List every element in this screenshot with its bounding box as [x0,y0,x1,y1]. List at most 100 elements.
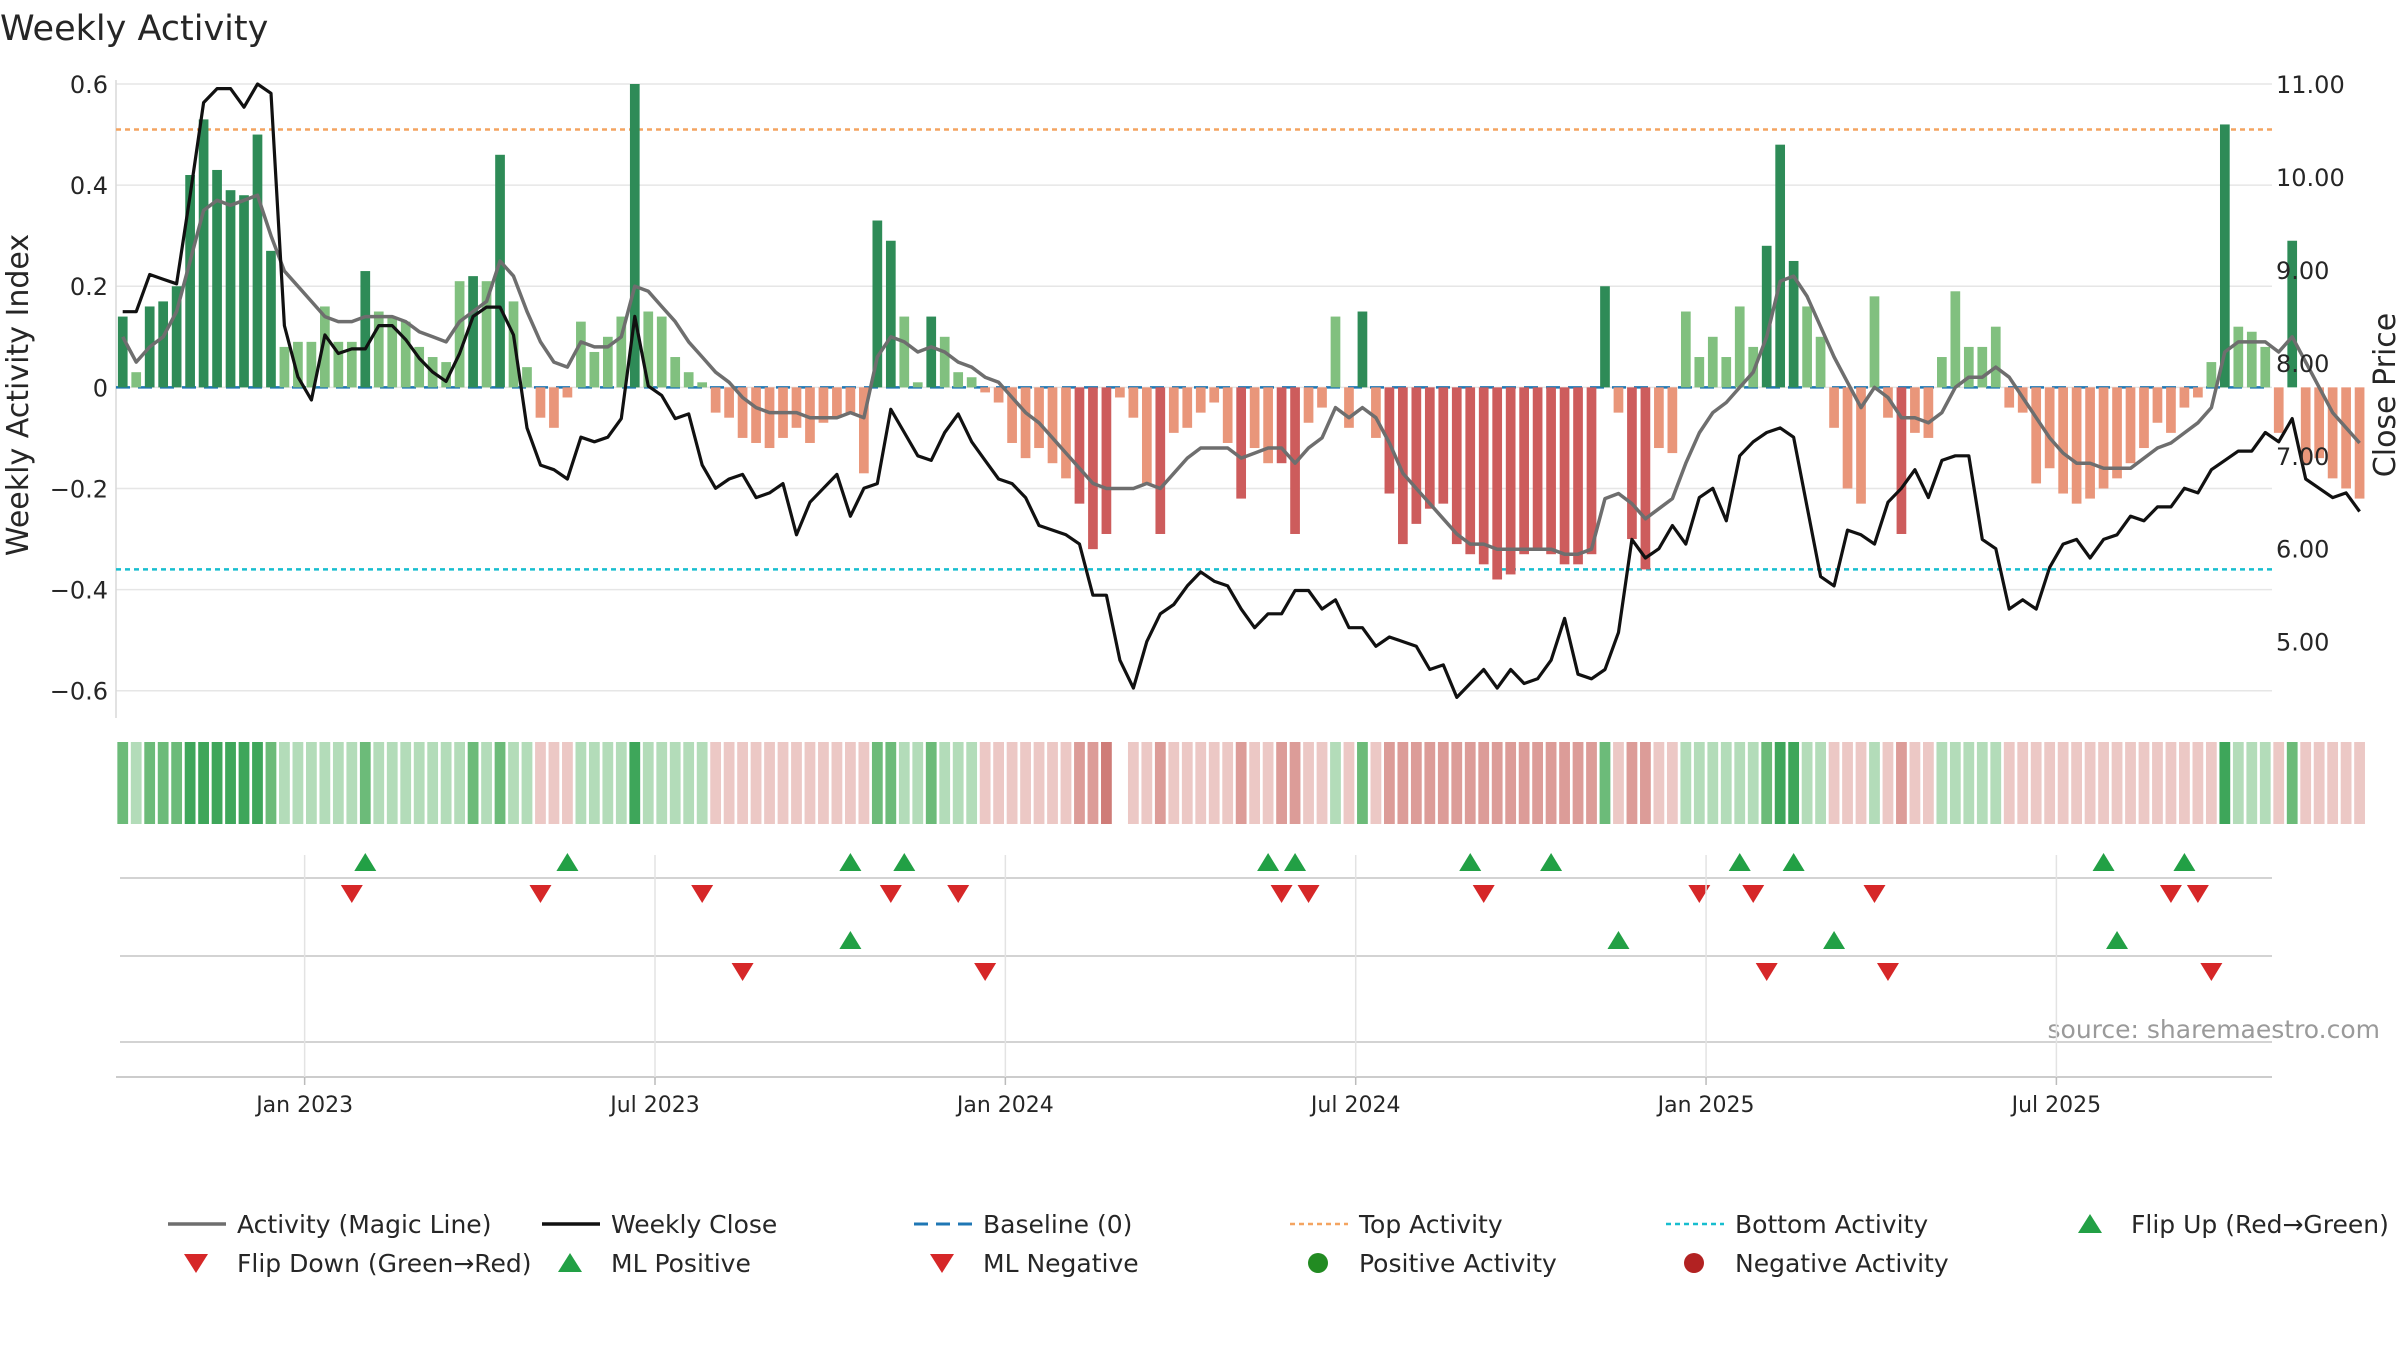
x-tick-label: Jan 2025 [1656,1093,1755,1118]
legend-label: Flip Up (Red→Green) [2131,1210,2389,1239]
legend-swatch [2078,1214,2102,1233]
activity-bar [697,382,708,388]
activity-bar [306,341,317,388]
activity-bar [1141,387,1152,484]
activity-bar [1923,387,1934,438]
activity-bar [1761,245,1772,388]
activity-bar [818,387,829,423]
strip-cell [1330,742,1341,824]
activity-bar [481,281,492,388]
legend-label: Negative Activity [1735,1249,1949,1278]
strip-cell [279,742,290,824]
activity-bar [2058,387,2068,494]
activity-bar [1209,387,1220,403]
activity-bar [1788,260,1799,388]
strip-cell [710,742,722,824]
strip-cell [1033,742,1045,824]
legend-label: Activity (Magic Line) [237,1210,491,1239]
flip-up-marker [1284,853,1307,871]
legend: Activity (Magic Line) Weekly Close Baselin… [168,1210,2389,1278]
activity-bar [212,169,222,388]
activity-bar [1546,387,1556,555]
activity-bar [1357,311,1368,388]
flip-down-marker [2186,885,2209,903]
activity-bar [535,387,546,418]
flip-down-marker [2159,885,2182,903]
strip-cell [2286,742,2298,824]
strip-cell [1181,742,1193,824]
strip-cell [1195,742,1207,824]
strip-cell [683,742,695,824]
strip-cell [319,742,331,824]
strip-cell [427,742,439,824]
strip-cell [588,742,600,824]
strip-cell [1249,742,1261,824]
strip-cell [373,742,385,824]
strip-cell [2071,742,2083,824]
strip-cell [454,742,466,824]
activity-bar [1478,387,1489,565]
activity-bar [859,387,869,474]
activity-bar [1775,144,1786,388]
activity-bar [764,387,775,449]
activity-bar [791,387,802,428]
activity-bar [1020,387,1031,459]
activity-bar [724,387,734,418]
activity-bar [185,175,195,388]
strip-cell [1720,742,1732,824]
strip-cell [898,742,910,824]
activity-bar [1398,387,1408,545]
activity-bar [1667,387,1678,454]
strip-cell [979,742,991,824]
activity-bar [1411,387,1422,524]
activity-bar [1896,387,1907,534]
activity-bar [2004,387,2015,408]
activity-bar [1963,346,1974,388]
activity-bar [751,387,761,443]
activity-bar [993,387,1004,403]
flip-up-marker [1257,853,1280,871]
activity-bar [373,311,384,388]
strip-cell [602,742,614,824]
activity-bar [872,220,883,388]
activity-bar [2071,387,2082,504]
strip-cell [2111,742,2123,824]
strip-cell [184,742,196,824]
y-tick-right: 6.00 [2276,536,2329,564]
strip-cell [2313,742,2325,824]
strip-cell [844,742,856,824]
ml-up-marker [839,931,862,949]
flip-up-marker [893,853,916,871]
activity-bar [117,316,128,388]
activity-bar [2044,387,2055,469]
legend-label: Flip Down (Green→Red) [237,1249,532,1278]
activity-bar [562,387,573,398]
activity-bar [2085,387,2095,499]
activity-bar [845,387,856,413]
activity-bar [2031,387,2042,484]
activity-bar [1990,326,2001,388]
strip-cell [777,742,789,824]
activity-bar [2098,387,2109,489]
strip-cell [1276,742,1287,824]
strip-cell [2340,742,2352,824]
activity-bar [1263,387,1273,464]
activity-bar [616,316,627,388]
strip-cell [481,742,492,824]
activity-bar [1303,387,1314,423]
activity-bar [1007,387,1017,443]
activity-bar [1680,311,1691,388]
activity-bar [1586,387,1597,555]
activity-bar [1465,387,1476,555]
strip-cell [696,742,708,824]
strip-cell [1734,742,1746,824]
strip-cell [669,742,681,824]
activity-bar [589,351,600,388]
x-tick-label: Jan 2023 [254,1093,353,1118]
flip-down-marker [947,885,970,903]
activity-bar [885,240,896,388]
flip-up-marker [556,853,579,871]
strip-cell [1168,742,1180,824]
activity-bar [266,250,276,388]
legend-swatch [184,1254,208,1273]
